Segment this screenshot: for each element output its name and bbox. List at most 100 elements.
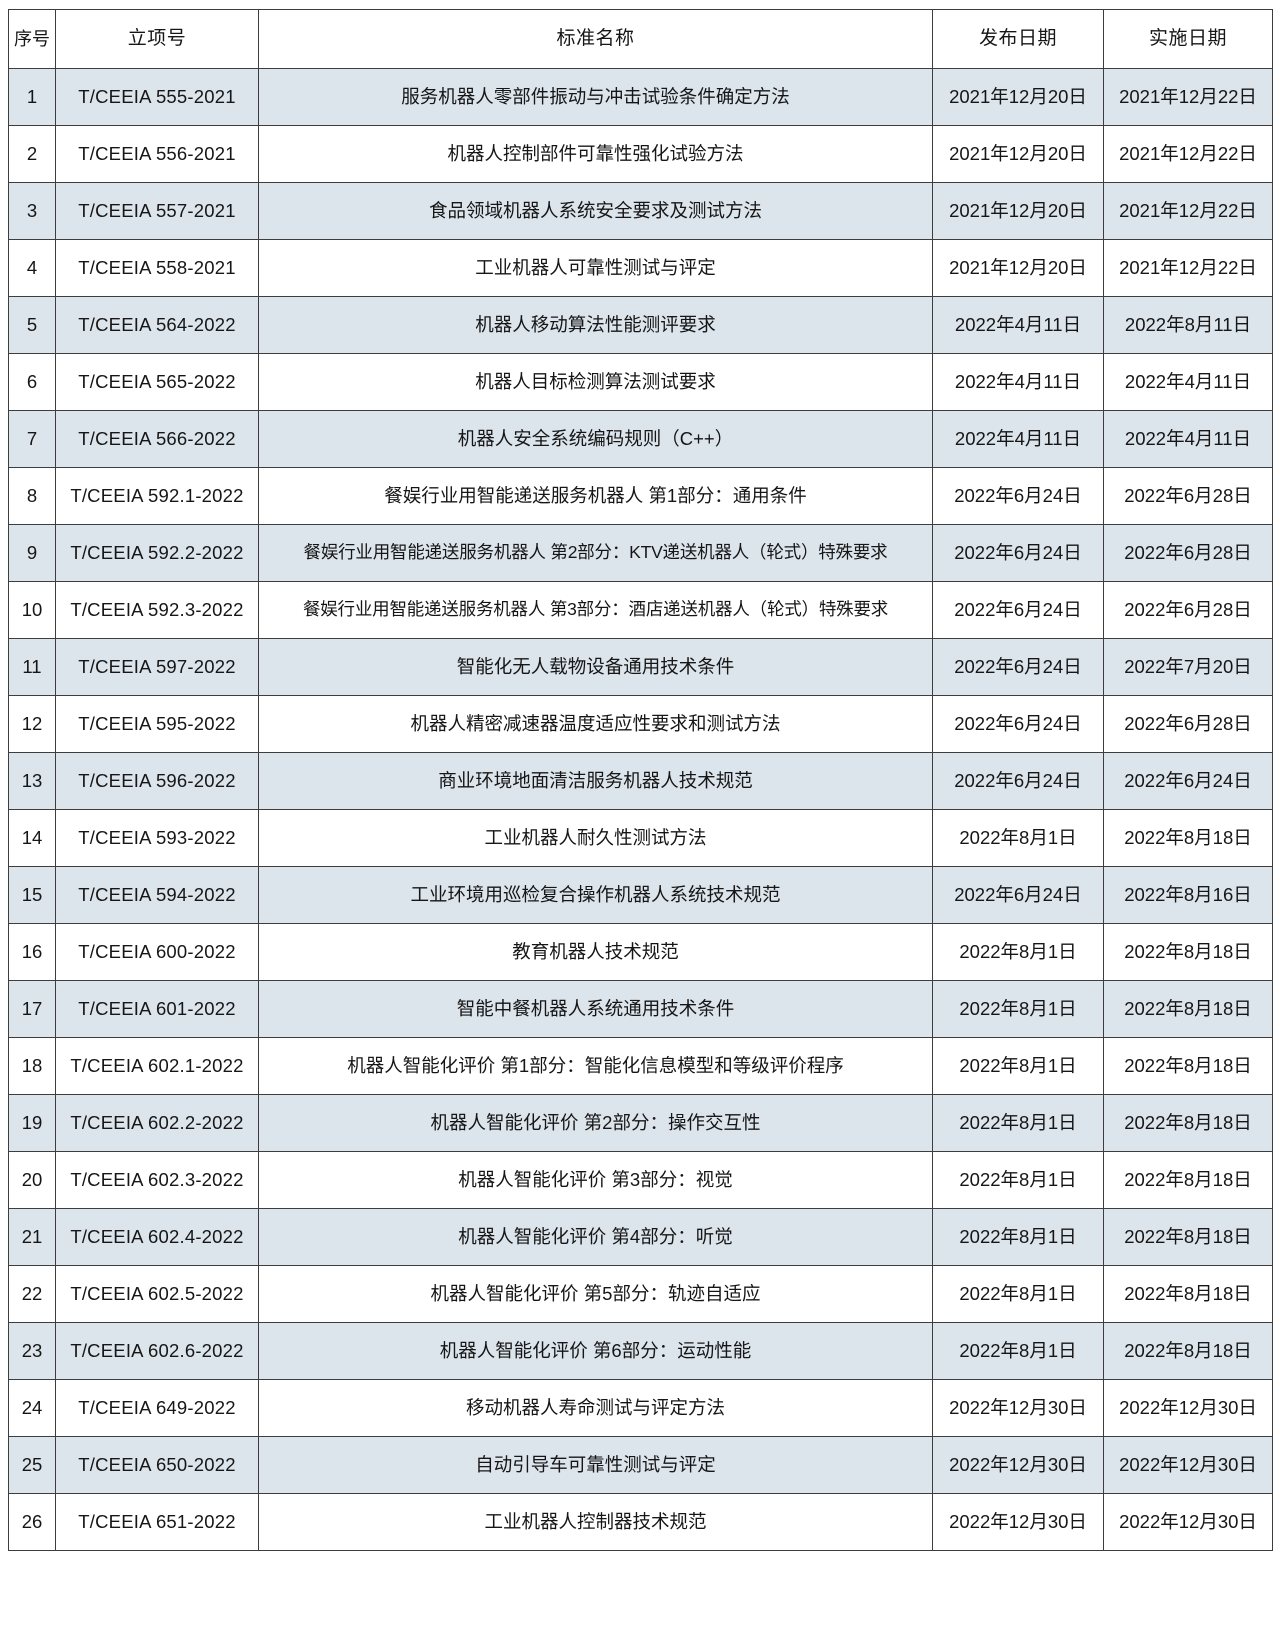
- cell-effective-date: 2022年4月11日: [1103, 353, 1273, 411]
- cell-sequence-number: 4: [8, 239, 56, 297]
- cell-project-code: T/CEEIA 565-2022: [55, 353, 259, 411]
- cell-effective-date: 2022年12月30日: [1103, 1379, 1273, 1437]
- cell-standard-name: 智能化无人载物设备通用技术条件: [258, 638, 933, 696]
- cell-project-code: T/CEEIA 595-2022: [55, 695, 259, 753]
- cell-standard-name: 餐娱行业用智能递送服务机器人 第1部分：通用条件: [258, 467, 933, 525]
- cell-project-code: T/CEEIA 602.5-2022: [55, 1265, 259, 1323]
- cell-published-date: 2022年6月24日: [932, 581, 1104, 639]
- cell-sequence-number: 24: [8, 1379, 56, 1437]
- cell-published-date: 2022年6月24日: [932, 638, 1104, 696]
- cell-effective-date: 2021年12月22日: [1103, 125, 1273, 183]
- cell-sequence-number: 21: [8, 1208, 56, 1266]
- cell-standard-name: 机器人智能化评价 第3部分：视觉: [258, 1151, 933, 1209]
- cell-sequence-number: 10: [8, 581, 56, 639]
- cell-project-code: T/CEEIA 593-2022: [55, 809, 259, 867]
- cell-published-date: 2022年8月1日: [932, 1037, 1104, 1095]
- table-row: 26 T/CEEIA 651-2022 工业机器人控制器技术规范 2022年12月30…: [8, 1493, 1273, 1551]
- cell-sequence-number: 25: [8, 1436, 56, 1494]
- cell-project-code: T/CEEIA 650-2022: [55, 1436, 259, 1494]
- cell-standard-name: 机器人控制部件可靠性强化试验方法: [258, 125, 933, 183]
- table-row: 24 T/CEEIA 649-2022 移动机器人寿命测试与评定方法 2022年12月…: [8, 1379, 1273, 1437]
- cell-standard-name: 工业机器人可靠性测试与评定: [258, 239, 933, 297]
- cell-effective-date: 2022年8月18日: [1103, 1037, 1273, 1095]
- cell-sequence-number: 16: [8, 923, 56, 981]
- cell-effective-date: 2022年6月28日: [1103, 581, 1273, 639]
- table-row: 22 T/CEEIA 602.5-2022 机器人智能化评价 第5部分：轨迹自适应 2…: [8, 1265, 1273, 1323]
- cell-standard-name: 工业机器人耐久性测试方法: [258, 809, 933, 867]
- column-header-published: 发布日期: [932, 9, 1104, 69]
- cell-published-date: 2022年12月30日: [932, 1493, 1104, 1551]
- table-row: 5 T/CEEIA 564-2022 机器人移动算法性能测评要求 2022年4月11日…: [8, 296, 1273, 354]
- cell-published-date: 2022年8月1日: [932, 1208, 1104, 1266]
- table-row: 13 T/CEEIA 596-2022 商业环境地面清洁服务机器人技术规范 2022年…: [8, 752, 1273, 810]
- cell-project-code: T/CEEIA 602.2-2022: [55, 1094, 259, 1152]
- cell-sequence-number: 23: [8, 1322, 56, 1380]
- table-row: 25 T/CEEIA 650-2022 自动引导车可靠性测试与评定 2022年12月3…: [8, 1436, 1273, 1494]
- cell-published-date: 2022年4月11日: [932, 296, 1104, 354]
- cell-standard-name: 食品领域机器人系统安全要求及测试方法: [258, 182, 933, 240]
- standards-table: 序号 立项号 标准名称 发布日期 实施日期 1 T/CEEIA 555-2021 服…: [8, 9, 1273, 1551]
- cell-published-date: 2022年6月24日: [932, 467, 1104, 525]
- table-header: 序号 立项号 标准名称 发布日期 实施日期: [8, 9, 1273, 69]
- cell-standard-name: 机器人智能化评价 第6部分：运动性能: [258, 1322, 933, 1380]
- cell-published-date: 2022年4月11日: [932, 410, 1104, 468]
- cell-standard-name: 教育机器人技术规范: [258, 923, 933, 981]
- cell-published-date: 2022年6月24日: [932, 752, 1104, 810]
- table-row: 1 T/CEEIA 555-2021 服务机器人零部件振动与冲击试验条件确定方法 20…: [8, 68, 1273, 126]
- cell-published-date: 2021年12月20日: [932, 125, 1104, 183]
- cell-published-date: 2022年8月1日: [932, 809, 1104, 867]
- cell-standard-name: 机器人智能化评价 第2部分：操作交互性: [258, 1094, 933, 1152]
- cell-sequence-number: 3: [8, 182, 56, 240]
- cell-effective-date: 2022年6月28日: [1103, 695, 1273, 753]
- table-row: 8 T/CEEIA 592.1-2022 餐娱行业用智能递送服务机器人 第1部分：通…: [8, 467, 1273, 525]
- cell-published-date: 2022年6月24日: [932, 866, 1104, 924]
- cell-project-code: T/CEEIA 566-2022: [55, 410, 259, 468]
- cell-effective-date: 2022年12月30日: [1103, 1436, 1273, 1494]
- cell-effective-date: 2022年8月18日: [1103, 923, 1273, 981]
- cell-sequence-number: 20: [8, 1151, 56, 1209]
- table-row: 6 T/CEEIA 565-2022 机器人目标检测算法测试要求 2022年4月11日…: [8, 353, 1273, 411]
- cell-sequence-number: 11: [8, 638, 56, 696]
- cell-published-date: 2022年8月1日: [932, 1094, 1104, 1152]
- cell-published-date: 2021年12月20日: [932, 182, 1104, 240]
- table-row: 2 T/CEEIA 556-2021 机器人控制部件可靠性强化试验方法 2021年12…: [8, 125, 1273, 183]
- cell-project-code: T/CEEIA 564-2022: [55, 296, 259, 354]
- cell-sequence-number: 26: [8, 1493, 56, 1551]
- cell-effective-date: 2022年6月28日: [1103, 467, 1273, 525]
- cell-effective-date: 2022年8月18日: [1103, 1322, 1273, 1380]
- table-row: 7 T/CEEIA 566-2022 机器人安全系统编码规则（C++） 2022年4月…: [8, 410, 1273, 468]
- cell-standard-name: 机器人智能化评价 第4部分：听觉: [258, 1208, 933, 1266]
- table-row: 16 T/CEEIA 600-2022 教育机器人技术规范 2022年8月1日 2022…: [8, 923, 1273, 981]
- cell-project-code: T/CEEIA 592.3-2022: [55, 581, 259, 639]
- cell-effective-date: 2022年4月11日: [1103, 410, 1273, 468]
- column-header-name: 标准名称: [258, 9, 933, 69]
- table-row: 19 T/CEEIA 602.2-2022 机器人智能化评价 第2部分：操作交互性 2…: [8, 1094, 1273, 1152]
- cell-project-code: T/CEEIA 558-2021: [55, 239, 259, 297]
- cell-effective-date: 2022年8月18日: [1103, 980, 1273, 1038]
- cell-published-date: 2022年6月24日: [932, 524, 1104, 582]
- cell-sequence-number: 19: [8, 1094, 56, 1152]
- cell-published-date: 2022年12月30日: [932, 1379, 1104, 1437]
- cell-project-code: T/CEEIA 556-2021: [55, 125, 259, 183]
- cell-project-code: T/CEEIA 596-2022: [55, 752, 259, 810]
- cell-standard-name: 自动引导车可靠性测试与评定: [258, 1436, 933, 1494]
- cell-standard-name: 餐娱行业用智能递送服务机器人 第3部分：酒店递送机器人（轮式）特殊要求: [258, 581, 933, 639]
- cell-standard-name: 餐娱行业用智能递送服务机器人 第2部分：KTV递送机器人（轮式）特殊要求: [258, 524, 933, 582]
- cell-project-code: T/CEEIA 594-2022: [55, 866, 259, 924]
- cell-standard-name: 机器人智能化评价 第1部分：智能化信息模型和等级评价程序: [258, 1037, 933, 1095]
- cell-standard-name: 移动机器人寿命测试与评定方法: [258, 1379, 933, 1437]
- cell-effective-date: 2022年8月18日: [1103, 1265, 1273, 1323]
- cell-sequence-number: 6: [8, 353, 56, 411]
- cell-standard-name: 工业机器人控制器技术规范: [258, 1493, 933, 1551]
- cell-sequence-number: 9: [8, 524, 56, 582]
- cell-sequence-number: 18: [8, 1037, 56, 1095]
- table-row: 20 T/CEEIA 602.3-2022 机器人智能化评价 第3部分：视觉 2022…: [8, 1151, 1273, 1209]
- cell-effective-date: 2022年8月11日: [1103, 296, 1273, 354]
- cell-project-code: T/CEEIA 557-2021: [55, 182, 259, 240]
- cell-published-date: 2021年12月20日: [932, 239, 1104, 297]
- cell-sequence-number: 15: [8, 866, 56, 924]
- cell-published-date: 2022年8月1日: [932, 980, 1104, 1038]
- cell-sequence-number: 12: [8, 695, 56, 753]
- cell-published-date: 2022年6月24日: [932, 695, 1104, 753]
- table-row: 9 T/CEEIA 592.2-2022 餐娱行业用智能递送服务机器人 第2部分：K…: [8, 524, 1273, 582]
